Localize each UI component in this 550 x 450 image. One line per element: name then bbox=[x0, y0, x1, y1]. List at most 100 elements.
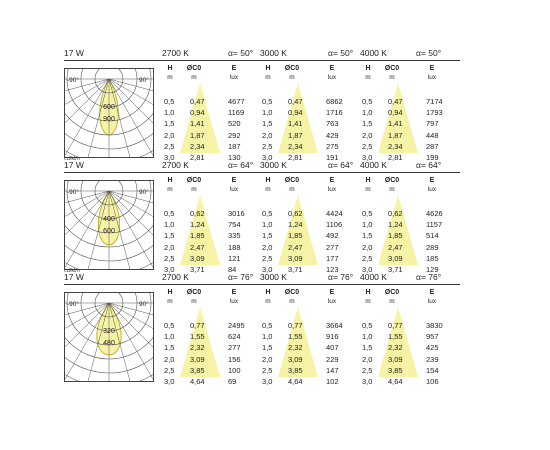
height-unit: m bbox=[365, 186, 371, 193]
height-header: H bbox=[365, 65, 371, 72]
diameter-value: 0,62 bbox=[388, 209, 403, 218]
illuminance-value: 624 bbox=[228, 332, 241, 342]
diameter-header: ØC0 bbox=[284, 289, 300, 296]
polar-grid-ray bbox=[65, 190, 110, 217]
height-value: 1,0 bbox=[262, 108, 273, 118]
diameter-unit: m bbox=[389, 74, 395, 81]
height-value: 2,5 bbox=[262, 141, 273, 151]
diameter-unit: m bbox=[289, 186, 295, 193]
diameter-value: 3,85 bbox=[288, 365, 303, 375]
height-value: 2,0 bbox=[262, 242, 273, 252]
beam-cone bbox=[180, 83, 220, 153]
illuminance-value: 191 bbox=[326, 153, 339, 162]
height-value: 1,5 bbox=[164, 119, 175, 129]
illuminance-value: 1157 bbox=[426, 220, 443, 230]
illuminance-value: 335 bbox=[228, 231, 241, 241]
intensity-label: 400 bbox=[103, 216, 115, 223]
height-value: 3,0 bbox=[362, 377, 373, 386]
illuminance-value: 4626 bbox=[426, 209, 443, 218]
diameter-value: 1,41 bbox=[190, 119, 205, 129]
illuminance-value: 492 bbox=[326, 231, 339, 241]
illuminance-value: 177 bbox=[326, 253, 339, 263]
cct-label: 3000 K bbox=[260, 48, 287, 58]
height-value: 1,5 bbox=[262, 343, 273, 353]
diameter-value: 3,09 bbox=[288, 354, 303, 364]
polar-grid-ray bbox=[65, 78, 110, 105]
diameter-value: 0,94 bbox=[388, 108, 403, 118]
polar-diagram: -90° 90° 600 900 bbox=[64, 68, 154, 158]
diameter-value: 2,81 bbox=[190, 153, 205, 162]
height-value: 2,5 bbox=[164, 253, 175, 263]
height-value: 3,0 bbox=[164, 265, 175, 274]
polar-grid-ray bbox=[108, 78, 153, 105]
beam-angle-label: α= 64° bbox=[228, 160, 254, 170]
height-value: 2,0 bbox=[262, 130, 273, 140]
height-header: H bbox=[365, 177, 371, 184]
height-unit: m bbox=[265, 74, 271, 81]
height-value: 1,0 bbox=[362, 220, 373, 230]
polar-grid-ray bbox=[87, 78, 110, 157]
angle-label-left: -90° bbox=[67, 300, 79, 308]
diameter-value: 1,41 bbox=[288, 119, 303, 129]
polar-grid-ray bbox=[108, 190, 153, 217]
diameter-value: 1,24 bbox=[388, 220, 403, 230]
diameter-header: ØC0 bbox=[186, 65, 202, 72]
illuminance-unit: lux bbox=[229, 186, 239, 193]
height-value: 3,0 bbox=[164, 377, 175, 386]
polar-grid-ray bbox=[65, 190, 110, 204]
height-header: H bbox=[265, 177, 271, 184]
height-value: 2,0 bbox=[362, 354, 373, 364]
polar-grid-ray bbox=[108, 78, 131, 157]
diameter-unit: m bbox=[289, 74, 295, 81]
diameter-header: ØC0 bbox=[186, 289, 202, 296]
illuminance-value: 185 bbox=[426, 253, 439, 263]
illuminance-value: 154 bbox=[426, 365, 439, 375]
polar-grid-ray bbox=[108, 302, 153, 380]
illuminance-value: 4677 bbox=[228, 97, 245, 106]
diameter-unit: m bbox=[389, 186, 395, 193]
illuminance-value: 275 bbox=[326, 141, 339, 151]
diameter-value: 2,47 bbox=[288, 242, 303, 252]
power-label: 17 W bbox=[64, 272, 84, 282]
polar-grid-ray bbox=[65, 78, 110, 92]
angle-label-right: 90° bbox=[139, 300, 149, 308]
polar-diagram: -90° 90° 400 600 bbox=[64, 180, 154, 270]
diameter-value: 0,77 bbox=[288, 321, 303, 330]
illuminance-value: 4424 bbox=[326, 209, 343, 218]
illuminance-value: 2495 bbox=[228, 321, 245, 330]
height-value: 3,0 bbox=[362, 153, 373, 162]
illuminance-value: 407 bbox=[326, 343, 339, 353]
height-value: 1,5 bbox=[262, 119, 273, 129]
illuminance-value: 229 bbox=[326, 354, 339, 364]
polar-grid-ray bbox=[108, 302, 153, 316]
cct-label: 2700 K bbox=[162, 48, 189, 58]
diameter-value: 3,09 bbox=[288, 253, 303, 263]
beam-angle-label: α= 50° bbox=[228, 48, 254, 58]
diameter-value: 0,94 bbox=[190, 108, 205, 118]
beam-cone bbox=[378, 307, 418, 377]
diameter-value: 0,62 bbox=[288, 209, 303, 218]
height-value: 1,0 bbox=[362, 332, 373, 342]
diameter-value: 1,87 bbox=[190, 130, 205, 140]
polar-grid-ray bbox=[65, 302, 110, 380]
illuminance-value: 3664 bbox=[326, 321, 343, 330]
beam-cone bbox=[180, 195, 220, 265]
angle-label-left: -90° bbox=[67, 76, 79, 84]
diameter-value: 2,34 bbox=[190, 141, 205, 151]
polar-grid-ray bbox=[108, 190, 153, 236]
illuminance-header: E bbox=[329, 177, 335, 184]
diameter-value: 4,64 bbox=[388, 377, 403, 386]
diameter-value: 0,77 bbox=[190, 321, 205, 330]
height-value: 1,5 bbox=[362, 119, 373, 129]
illuminance-value: 916 bbox=[326, 332, 339, 342]
height-header: H bbox=[167, 177, 173, 184]
illuminance-value: 156 bbox=[228, 354, 241, 364]
polar-grid-svg: -90° 90° 600 900 bbox=[65, 69, 153, 157]
diameter-value: 3,85 bbox=[388, 365, 403, 375]
beam-cone bbox=[278, 307, 318, 377]
diameter-value: 2,32 bbox=[388, 343, 403, 353]
height-value: 0,5 bbox=[164, 321, 175, 330]
polar-grid-ray bbox=[108, 190, 153, 204]
diameter-value: 1,85 bbox=[388, 231, 403, 241]
diameter-value: 0,62 bbox=[190, 209, 205, 218]
